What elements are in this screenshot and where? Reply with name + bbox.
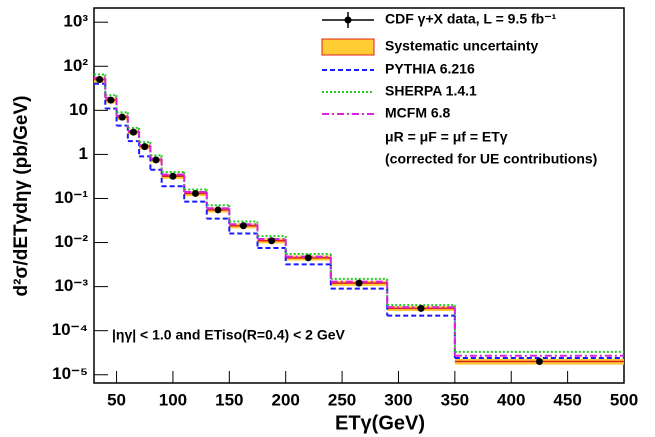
legend-label: SHERPA 1.4.1 [385,83,477,99]
data-point [214,206,222,214]
data-point [152,156,160,164]
y-tick-label: 10³ [63,12,88,31]
data-point [417,304,425,312]
y-tick-label: 10⁻³ [54,276,88,295]
y-tick-label: 10⁻⁵ [52,364,88,383]
x-tick-label: 150 [215,390,243,409]
x-tick-label: 200 [272,390,300,409]
legend-label: PYTHIA 6.216 [385,61,475,77]
y-tick-label: 10⁻⁴ [52,320,88,339]
y-tick-label: 10 [69,100,88,119]
data-point [304,254,312,262]
data-point [107,96,115,104]
y-axis-label: d²σ/dETγdηγ (pb/GeV) [11,96,32,297]
y-tick-label: 10⁻² [54,232,88,251]
data-point [141,143,149,151]
data-point [129,128,137,136]
data-point [191,189,199,197]
data-point [535,357,543,365]
data-point [239,222,247,230]
plot-frame [93,7,625,384]
y-tick-label: 1 [79,144,88,163]
data-point [355,279,363,287]
x-tick-label: 100 [159,390,187,409]
x-tick-label: 300 [384,390,412,409]
annotation: μR = μF = μf = ETγ [385,129,508,145]
legend-label: MCFM 6.8 [385,105,451,121]
y-tick-label: 10² [63,56,88,75]
annotation: (corrected for UE contributions) [385,151,597,167]
legend-label: Systematic uncertainty [385,38,538,54]
data-point [268,237,276,245]
x-axis-label: ETγ(GeV) [335,412,425,434]
x-tick-label: 250 [328,390,356,409]
x-tick-label: 50 [107,390,126,409]
x-tick-label: 450 [553,390,581,409]
data-point [169,172,177,180]
annotation: |ηγ| < 1.0 and ETiso(R=0.4) < 2 GeV [112,327,346,343]
data-point [96,76,104,84]
x-tick-label: 400 [497,390,525,409]
data-point [118,113,126,121]
y-tick-label: 10⁻¹ [54,188,88,207]
x-tick-label: 350 [441,390,469,409]
x-tick-label: 500 [610,390,638,409]
legend-swatch [321,38,375,56]
legend-label: CDF γ+X data, L = 9.5 fb⁻¹ [385,11,557,27]
legend-swatch [344,16,352,24]
